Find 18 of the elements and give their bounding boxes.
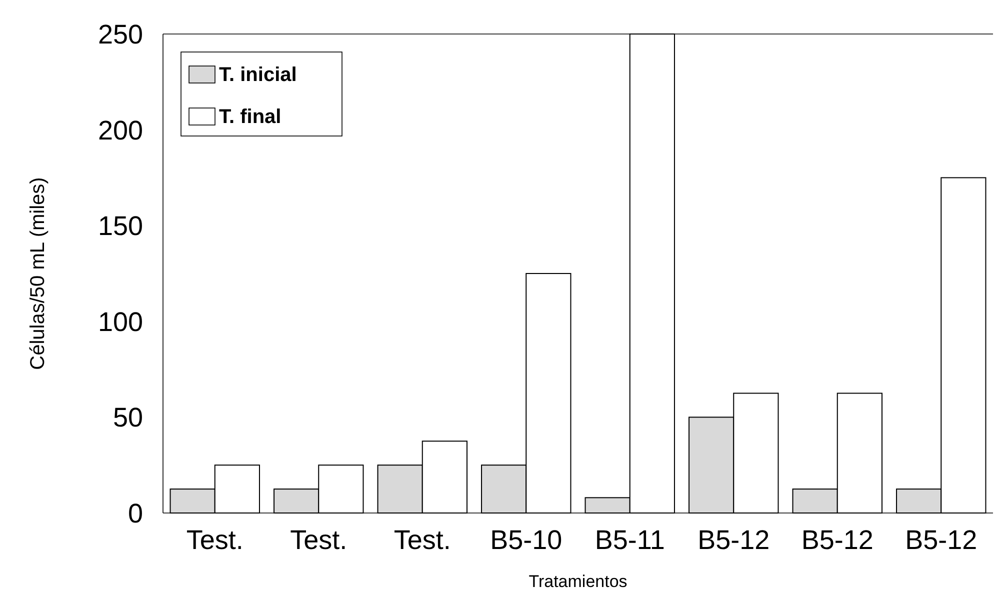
x-tick-label: B5-12	[698, 525, 770, 555]
legend-label: T. final	[219, 106, 282, 128]
y-tick-label: 0	[128, 498, 143, 528]
x-tick-label: B5-12	[905, 525, 978, 555]
x-tick-label: Test.	[290, 525, 348, 555]
x-tick-label: B5-10	[490, 525, 562, 555]
y-tick-label: 250	[98, 19, 143, 50]
y-axis-title: Células/50 mL (miles)	[27, 177, 49, 370]
x-tick-label: Test.	[186, 525, 244, 555]
x-tick-label: B5-11	[594, 525, 665, 555]
y-tick-label: 200	[98, 115, 143, 146]
legend-label: T. inicial	[219, 64, 297, 86]
x-tick-label: Test.	[394, 525, 451, 555]
y-tick-label: 50	[112, 402, 143, 433]
x-axis-title: Tratamientos	[528, 572, 628, 591]
y-tick-label: 150	[98, 211, 143, 242]
x-tick-label: B5-12	[801, 525, 874, 555]
y-tick-label: 100	[98, 306, 143, 337]
